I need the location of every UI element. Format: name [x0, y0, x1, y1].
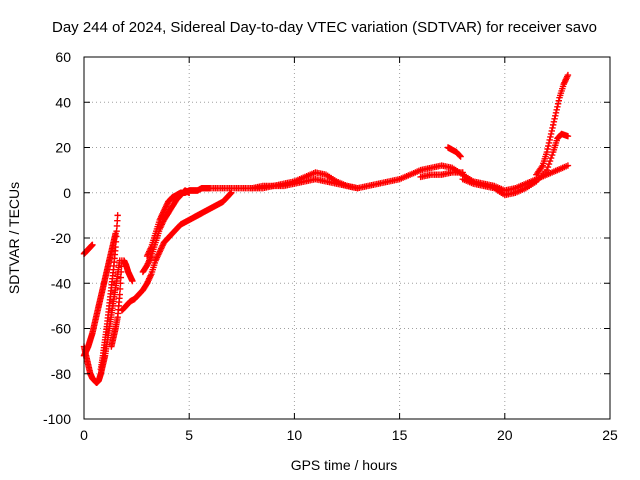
data-point [546, 136, 553, 144]
data-point [547, 154, 555, 162]
x-tick-label: 25 [602, 427, 618, 443]
y-tick-label: -20 [51, 230, 71, 246]
x-axis-label: GPS time / hours [291, 457, 398, 473]
series-track-m [459, 130, 572, 199]
data-point [564, 162, 572, 169]
data-point [117, 274, 125, 281]
data-point [456, 152, 464, 159]
data-point [117, 280, 124, 287]
series-track-f [120, 257, 136, 285]
data-point [457, 153, 464, 160]
series-track-k [417, 169, 466, 181]
series-track-g [118, 189, 235, 314]
data-point [553, 106, 560, 113]
y-tick-label: -80 [51, 366, 71, 382]
data-point [552, 112, 559, 120]
data-point [550, 118, 558, 126]
axis-ticks: 0 5 10 15 20 25 -100 -80 -60 -40 -20 0 20 40 60 [43, 49, 618, 443]
data-point [116, 291, 123, 298]
data-point [555, 97, 563, 104]
y-tick-label: 0 [63, 185, 71, 201]
data-point [545, 160, 553, 168]
y-axis-label: SDTVAR / TECUs [6, 182, 22, 294]
chart-title: Day 244 of 2024, Sidereal Day-to-day VTE… [52, 19, 597, 36]
y-tick-label: -60 [51, 321, 71, 337]
data-point [564, 132, 572, 140]
series-track-n [533, 71, 572, 178]
x-tick-label: 0 [80, 427, 88, 443]
data-point [549, 124, 556, 132]
data-point [549, 121, 557, 129]
x-tick-label: 5 [185, 427, 193, 443]
y-tick-label: 60 [55, 49, 71, 65]
x-tick-label: 15 [392, 427, 408, 443]
data-point [548, 151, 556, 159]
series-track-e [108, 257, 126, 350]
data-point [545, 139, 553, 147]
series-track-l [444, 144, 464, 160]
series-track-a [80, 241, 96, 258]
x-tick-label: 20 [497, 427, 513, 443]
data-point [547, 130, 555, 138]
data-point [89, 241, 96, 248]
x-tick-label: 10 [287, 427, 303, 443]
y-tick-label: 20 [55, 140, 71, 156]
y-tick-label: -100 [43, 411, 71, 427]
data-point [544, 145, 551, 153]
grid-lines [84, 57, 610, 419]
data-point [129, 277, 136, 285]
data-point [554, 103, 561, 110]
data-point [544, 163, 552, 171]
data-point [547, 133, 554, 141]
plot-frame [83, 56, 611, 420]
data-point [543, 166, 551, 174]
data-point [551, 115, 558, 123]
data-point [114, 212, 121, 219]
data-point [117, 268, 125, 276]
data-point [116, 285, 124, 293]
data-point [546, 157, 554, 165]
series-track-d [97, 212, 121, 373]
data-point [564, 71, 572, 79]
data-point [543, 148, 551, 156]
data-point [554, 100, 562, 107]
data-point [545, 142, 552, 150]
data-marks [80, 71, 572, 386]
y-tick-label: 40 [55, 94, 71, 110]
data-point [548, 127, 555, 135]
y-tick-label: -40 [51, 275, 71, 291]
data-point [552, 109, 560, 117]
data-point [459, 169, 466, 176]
data-point [227, 190, 234, 197]
